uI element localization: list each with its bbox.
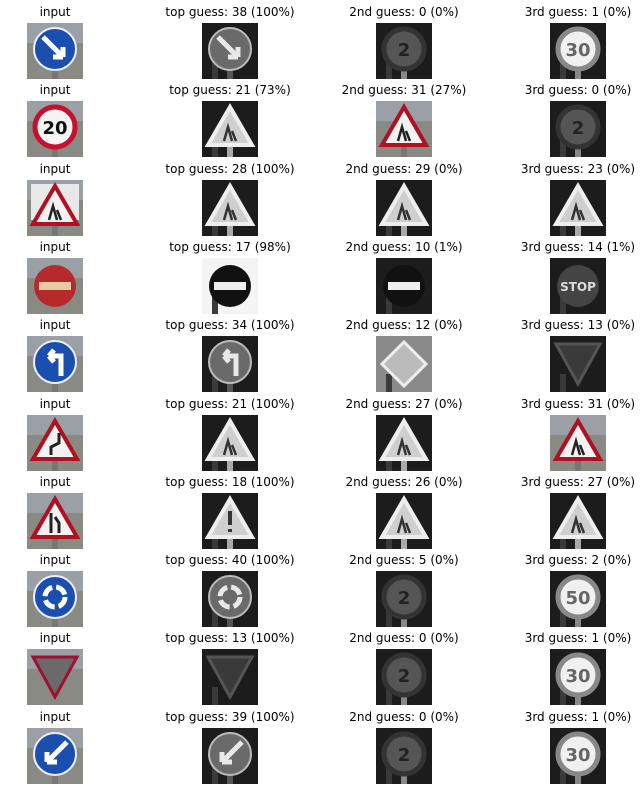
stop-sign-gray-icon: STOP	[550, 257, 606, 314]
no-entry-gray-icon	[202, 257, 258, 314]
svg-text:50: 50	[565, 588, 590, 609]
speed-limit-30-gray-icon: 30	[550, 23, 606, 79]
yield-gray-icon	[202, 649, 258, 706]
svg-text:2: 2	[398, 588, 411, 609]
speed-limit-gray-icon: 2	[376, 571, 432, 628]
warning-triangle-gray-icon	[202, 101, 258, 158]
turn-left-sign-icon	[27, 336, 83, 393]
svg-text:30: 30	[565, 666, 590, 687]
roundabout-sign-icon	[27, 571, 83, 628]
guess-caption: 2nd guess: 0 (0%)	[349, 5, 459, 19]
no-entry-sign-icon	[27, 257, 83, 314]
guess-caption: top guess: 39 (100%)	[165, 709, 295, 724]
guess-caption: 2nd guess: 10 (1%)	[345, 239, 463, 254]
input-caption: input	[39, 83, 71, 98]
input-caption: input	[39, 161, 71, 176]
guess-caption: 2nd guess: 5 (0%)	[349, 553, 459, 568]
speed-limit-gray-icon: 2	[376, 649, 432, 706]
warning-triangle-dark-icon	[376, 101, 432, 158]
keep-left-sign-icon	[27, 727, 83, 784]
road-narrows-sign-icon	[27, 492, 83, 549]
svg-text:2: 2	[398, 666, 411, 687]
guess-caption: 3rd guess: 13 (0%)	[520, 318, 636, 333]
svg-text:30: 30	[565, 745, 590, 766]
priority-road-gray-icon	[376, 336, 432, 393]
guess-caption: top guess: 21 (100%)	[165, 396, 295, 411]
yield-gray-icon	[550, 336, 606, 393]
guess-caption: 2nd guess: 12 (0%)	[345, 318, 463, 333]
warning-triangle-gray-icon	[376, 492, 432, 549]
keep-right-gray-icon	[202, 23, 258, 79]
guess-caption: 3rd guess: 1 (0%)	[524, 5, 632, 19]
input-caption: input	[39, 5, 71, 19]
turn-left-gray-icon	[202, 336, 258, 393]
input-caption: input	[39, 239, 71, 254]
svg-text:30: 30	[565, 40, 590, 61]
speed-limit-50-gray-icon: 50	[550, 571, 606, 628]
speed-limit-gray-icon: 2	[550, 101, 606, 158]
input-caption: input	[39, 631, 71, 646]
no-passing-gray-icon	[376, 257, 432, 314]
guess-caption: 2nd guess: 29 (0%)	[345, 161, 463, 176]
input-caption: input	[39, 709, 71, 724]
guess-caption: top guess: 38 (100%)	[165, 5, 295, 19]
input-caption: input	[39, 318, 71, 333]
guess-caption: top guess: 28 (100%)	[165, 161, 295, 176]
guess-caption: 3rd guess: 0 (0%)	[524, 83, 632, 98]
guess-caption: 2nd guess: 0 (0%)	[349, 709, 459, 724]
input-caption: input	[39, 553, 71, 568]
speed-limit-30-gray-icon: 30	[550, 727, 606, 784]
speed-limit-gray-icon: 2	[376, 23, 432, 79]
guess-caption: top guess: 17 (98%)	[169, 239, 291, 254]
guess-caption: top guess: 34 (100%)	[165, 318, 295, 333]
guess-caption: 3rd guess: 14 (1%)	[520, 239, 636, 254]
warning-triangle-gray-icon	[376, 414, 432, 471]
guess-caption: 2nd guess: 0 (0%)	[349, 631, 459, 646]
keep-left-gray-icon	[202, 727, 258, 784]
general-caution-gray-icon	[202, 492, 258, 549]
guess-caption: 3rd guess: 31 (0%)	[520, 396, 636, 411]
yield-sign-icon	[27, 649, 83, 706]
children-crossing-sign-icon	[27, 179, 83, 236]
guess-caption: top guess: 21 (73%)	[169, 83, 291, 98]
guess-caption: 3rd guess: 23 (0%)	[520, 161, 636, 176]
speed-limit-20-sign-icon: 20	[27, 101, 83, 158]
svg-text:STOP: STOP	[560, 280, 596, 294]
guess-caption: 2nd guess: 26 (0%)	[345, 474, 463, 489]
warning-triangle-gray-icon	[376, 179, 432, 236]
guess-caption: 2nd guess: 31 (27%)	[341, 83, 467, 98]
warning-triangle-gray-icon	[202, 414, 258, 471]
svg-text:2: 2	[398, 745, 411, 766]
guess-caption: top guess: 13 (100%)	[165, 631, 295, 646]
speed-limit-gray-icon: 2	[376, 727, 432, 784]
svg-text:2: 2	[572, 118, 585, 139]
guess-caption: 3rd guess: 1 (0%)	[524, 709, 632, 724]
warning-triangle-dark-icon	[550, 414, 606, 471]
guess-caption: 2nd guess: 27 (0%)	[345, 396, 463, 411]
keep-right-sign-icon	[27, 23, 83, 79]
guess-caption: top guess: 40 (100%)	[165, 553, 295, 568]
svg-text:20: 20	[42, 118, 67, 139]
warning-triangle-gray-icon	[202, 179, 258, 236]
guess-caption: top guess: 18 (100%)	[165, 474, 295, 489]
guess-caption: 3rd guess: 27 (0%)	[520, 474, 636, 489]
svg-text:2: 2	[398, 40, 411, 61]
guess-caption: 3rd guess: 1 (0%)	[524, 631, 632, 646]
warning-triangle-gray-icon	[550, 179, 606, 236]
double-curve-sign-icon	[27, 414, 83, 471]
roundabout-gray-icon	[202, 571, 258, 628]
warning-triangle-gray-icon	[550, 492, 606, 549]
input-caption: input	[39, 474, 71, 489]
input-caption: input	[39, 396, 71, 411]
guess-caption: 3rd guess: 2 (0%)	[524, 553, 632, 568]
speed-limit-30-gray-icon: 30	[550, 649, 606, 706]
